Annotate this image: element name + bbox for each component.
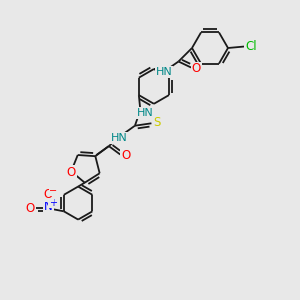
Text: Cl: Cl (245, 40, 257, 53)
Text: O: O (25, 202, 34, 215)
Text: O: O (67, 167, 76, 179)
Text: HN: HN (111, 133, 128, 143)
Text: O: O (44, 188, 53, 201)
Text: S: S (154, 116, 161, 129)
Text: −: − (49, 186, 57, 196)
Text: N: N (44, 200, 52, 213)
Text: HN: HN (137, 107, 154, 118)
Text: +: + (49, 198, 57, 208)
Text: HN: HN (156, 67, 172, 77)
Text: O: O (121, 149, 130, 163)
Text: O: O (192, 62, 201, 76)
